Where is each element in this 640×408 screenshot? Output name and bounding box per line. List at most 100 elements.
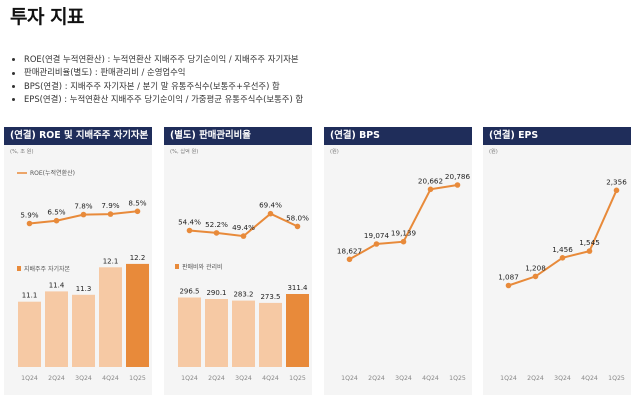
bar-label: 273.5 [260,293,280,301]
data-point [53,217,60,224]
data-point [559,255,566,261]
x-tick-label: 1Q25 [129,375,146,382]
note-bps: BPS(연결) : 지배주주 자기자본 / 분기 말 유통주식수(보통주+우선주… [12,80,303,93]
x-tick-label: 2Q24 [368,375,385,382]
data-label: 2,356 [606,177,627,186]
data-label: 8.5% [128,198,146,207]
bar [232,300,255,367]
data-label: 20,786 [445,172,471,181]
bar-label: 11.4 [49,281,65,289]
legend-bar-swatch [17,266,21,271]
bar-label: 296.5 [179,288,199,296]
x-tick-label: 1Q24 [341,375,358,382]
data-label: 49.4% [232,223,255,232]
sga-chart: 54.4% 52.2% 49.4% 69.4% 58.0% 판매비와 관리비 296.5 29… [175,201,309,382]
data-label: 69.4% [259,201,282,210]
bullet-icon [12,71,15,75]
series-line [349,184,458,261]
eps-panel: (연결) EPS (원) 1,087 1,208 1,456 1,545 2,356 1Q… [483,127,631,395]
data-point [186,227,193,234]
x-tick-label: 2Q24 [48,375,65,382]
legend-label: 판매비와 관리비 [182,263,223,271]
data-point [373,241,380,247]
legend-label: ROE(누적연환산) [30,169,75,177]
x-tick-label: 1Q25 [608,375,625,382]
panel-title: (연결) EPS [483,127,631,145]
bar [126,263,149,367]
bar [18,301,41,367]
bar-label: 290.1 [206,289,226,297]
roe-chart: ROE(누적연환산) 5.9% 6.5% 7.8% 7.9% 8.5% 지배주주 자기자본 1… [17,169,149,382]
data-label: 6.5% [47,208,65,217]
panel-title: (연결) ROE 및 지배주주 자기자본 [4,127,152,145]
data-point [613,187,620,194]
bar [178,297,201,367]
data-point [80,211,87,218]
eps-chart: 1,087 1,208 1,456 1,545 2,356 1Q24 2Q24 3Q24 4Q2… [498,177,627,382]
bullet-icon [12,58,15,62]
x-tick-label: 3Q24 [235,375,252,382]
bar-label: 11.1 [22,292,38,300]
bps-panel: (연결) BPS (원) 18,627 19,074 19,139 20,662 20,… [324,127,472,395]
data-label: 58.0% [286,213,309,222]
panel-title: (별도) 판매관리비율 [164,127,312,145]
data-point [532,273,539,280]
note-eps-text: EPS(연결) : 누적연환산 지배주주 당기순이익 / 가중평균 유통주식수(… [24,94,304,105]
bar-label: 311.4 [287,284,308,292]
panel-unit: (원) [489,149,498,155]
data-point [267,210,274,217]
bar-label: 11.3 [76,285,92,293]
bar [72,294,95,367]
bullet-icon [12,85,15,89]
data-label: 1,456 [552,245,573,254]
data-point [107,211,114,217]
note-eps: EPS(연결) : 누적연환산 지배주주 당기순이익 / 가중평균 유통주식수(… [12,93,303,106]
data-label: 19,139 [391,229,417,238]
legend-label: 지배주주 자기자본 [24,265,71,273]
data-label: 5.9% [20,211,38,220]
data-point [454,182,461,188]
data-point [134,208,141,215]
data-point [586,248,593,254]
page-title: 투자 지표 [10,6,85,28]
data-point [26,220,33,227]
x-tick-label: 2Q24 [208,375,225,382]
data-point [213,230,220,236]
panel-unit: (%, 조 원) [10,149,34,155]
definition-notes: ROE(연결 누적연환산) : 누적연환산 지배주주 당기순이익 / 지배주주 … [12,53,303,107]
bar-label: 283.2 [233,291,253,299]
note-roe: ROE(연결 누적연환산) : 누적연환산 지배주주 당기순이익 / 지배주주 … [12,53,303,66]
data-label: 7.8% [74,202,92,211]
data-label: 20,662 [418,176,443,185]
x-tick-label: 4Q24 [102,375,119,382]
data-point [346,256,353,263]
legend-bar-swatch [175,264,179,269]
data-point [400,238,407,245]
x-tick-label: 2Q24 [527,375,544,382]
x-tick-label: 1Q25 [289,375,306,382]
note-sga: 판매관리비율(별도) : 판매관리비 / 순영업수익 [12,66,303,79]
bar [286,294,309,367]
x-tick-label: 1Q24 [21,375,38,382]
data-point [505,282,512,289]
data-point [240,233,247,239]
data-label: 1,545 [579,238,600,247]
data-point [294,223,301,230]
bar [99,267,122,367]
data-label: 52.2% [205,220,228,229]
bar [259,302,282,367]
panel-unit: (원) [330,149,339,155]
bar [45,291,68,367]
x-tick-label: 1Q24 [181,375,198,382]
x-tick-label: 4Q24 [262,375,279,382]
note-sga-text: 판매관리비율(별도) : 판매관리비 / 순영업수익 [24,67,186,78]
roe-panel: (연결) ROE 및 지배주주 자기자본 (%, 조 원) ROE(누적연환산)… [4,127,152,395]
x-tick-label: 1Q25 [449,375,466,382]
sga-panel: (별도) 판매관리비율 (%, 십억 원) 54.4% 52.2% 49.4% 69.… [164,127,312,395]
data-label: 19,074 [364,231,390,240]
panel-unit: (%, 십억 원) [170,149,199,155]
x-tick-label: 4Q24 [581,375,598,382]
x-tick-label: 3Q24 [554,375,571,382]
x-tick-label: 4Q24 [422,375,439,382]
x-tick-label: 3Q24 [75,375,92,382]
